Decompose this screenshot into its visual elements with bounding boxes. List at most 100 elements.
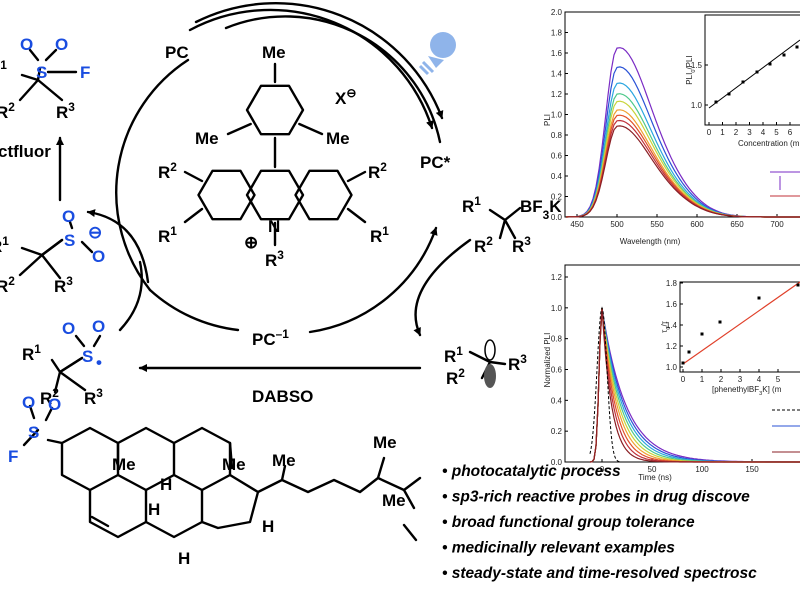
substituent-part: 1 (456, 344, 463, 358)
point (741, 80, 745, 84)
substituent-part: 1 (0, 58, 7, 72)
substituent: R3 (54, 274, 73, 296)
substituent-part: R (370, 227, 382, 246)
spectroscopy-plots (564, 11, 800, 463)
substituent-part: R (512, 237, 524, 256)
substituent-part: 3 (520, 352, 527, 366)
label-pc-excited: PC* (420, 153, 451, 172)
substituent: R1 (0, 58, 7, 80)
x-tick-label: 0 (600, 465, 605, 474)
point (681, 361, 685, 365)
x-tick-label: 5 (774, 128, 779, 137)
axis-title-part: K] (m (762, 385, 781, 394)
bonds (183, 62, 367, 247)
y-tick-label: 1.2 (666, 342, 678, 351)
ring (245, 84, 305, 136)
x-tick-label: 150 (745, 465, 759, 474)
atom: O (48, 395, 61, 414)
y-tick-label: 0.8 (551, 131, 563, 140)
atom: S (28, 423, 39, 442)
substituent-part: R (0, 277, 8, 296)
axis-title-part: [phenethylBF (712, 385, 759, 394)
substituent-part: R (0, 237, 2, 256)
counterion-part: X (335, 89, 347, 108)
substituent-part: R (40, 389, 52, 408)
atom: O (20, 35, 33, 54)
y-tick-label: 1.5 (691, 61, 703, 70)
legend-lines (770, 171, 800, 190)
substituent-part: R (56, 103, 68, 122)
substituent-part: R (84, 389, 96, 408)
substituent: R1 (462, 194, 481, 216)
label: H (178, 549, 190, 568)
substituent-part: 2 (380, 160, 387, 174)
methyl: Me (326, 129, 350, 148)
steroid-bonds (22, 404, 422, 539)
axis-title: Time (ns) (638, 473, 672, 482)
fit-line (708, 39, 800, 109)
substituent-part: R (444, 347, 456, 366)
axis-title: PLI (543, 114, 552, 126)
highlight: • medicinally relevant examples (442, 540, 675, 557)
substituent-part: R (54, 277, 66, 296)
substituent-part: 1 (2, 234, 9, 248)
bond (402, 488, 418, 542)
substituent-part: 2 (52, 386, 59, 400)
substituent: R3 (265, 248, 284, 270)
atom: • (96, 353, 102, 372)
substituent: R1 (444, 344, 463, 366)
y-tick-label: 1.4 (666, 321, 678, 330)
substituent-part: 3 (96, 386, 103, 400)
y-tick-label: 1.8 (551, 29, 563, 38)
substituent: R1 (370, 224, 389, 246)
counterion-part: ⊖ (346, 86, 356, 100)
substituent-part: R (368, 163, 380, 182)
charge: ⊕ (244, 233, 258, 252)
substituent-part: 2 (458, 366, 465, 380)
y-tick-label: 0.0 (551, 213, 563, 222)
substituent-part: 2 (170, 160, 177, 174)
x-tick-label: 0 (681, 375, 686, 384)
label: H (148, 500, 160, 519)
ring (294, 169, 353, 221)
y-tick-label: 1.2 (551, 90, 563, 99)
label: Me (373, 433, 397, 452)
point (795, 45, 799, 49)
axis-title-part: 0 (691, 70, 697, 73)
emission-curve (565, 125, 800, 218)
axis-title-part: 3 (759, 391, 762, 397)
x-tick-label: 1 (700, 375, 705, 384)
axis-title: Concentration (m (738, 139, 800, 148)
y-tick-label: 0.8 (551, 335, 563, 344)
acridinium-catalyst (183, 62, 367, 247)
atom: O (62, 207, 75, 226)
label: Me (272, 451, 296, 470)
ring (197, 169, 256, 221)
atom: S (64, 231, 75, 250)
y-tick-label: 0.4 (551, 396, 563, 405)
substituent-part: 1 (382, 224, 389, 238)
x-tick-label: 700 (770, 220, 784, 229)
label: Me (222, 455, 246, 474)
substituent: R3 (84, 386, 103, 408)
cycle-arrows (56, 2, 472, 372)
substituent: R2 (368, 160, 387, 182)
substituent-part: R (265, 251, 277, 270)
label: Me (112, 455, 136, 474)
y-tick-label: 1.0 (666, 363, 678, 372)
axis-title: PLI0/PLI (685, 55, 697, 84)
substituent-part: R (462, 197, 474, 216)
point (782, 53, 786, 57)
x-tick-label: 6 (788, 128, 793, 137)
point (796, 283, 800, 287)
y-tick-label: 1.0 (551, 111, 563, 120)
atom: ⊖ (88, 223, 102, 242)
x-tick-label: 3 (747, 128, 752, 137)
label: H (262, 517, 274, 536)
atom: S (36, 63, 47, 82)
boron-group: BF3K (520, 197, 562, 222)
substituent-part: R (158, 227, 170, 246)
substituent: R1 (158, 224, 177, 246)
x-tick-label: 100 (695, 465, 709, 474)
point (757, 296, 761, 300)
